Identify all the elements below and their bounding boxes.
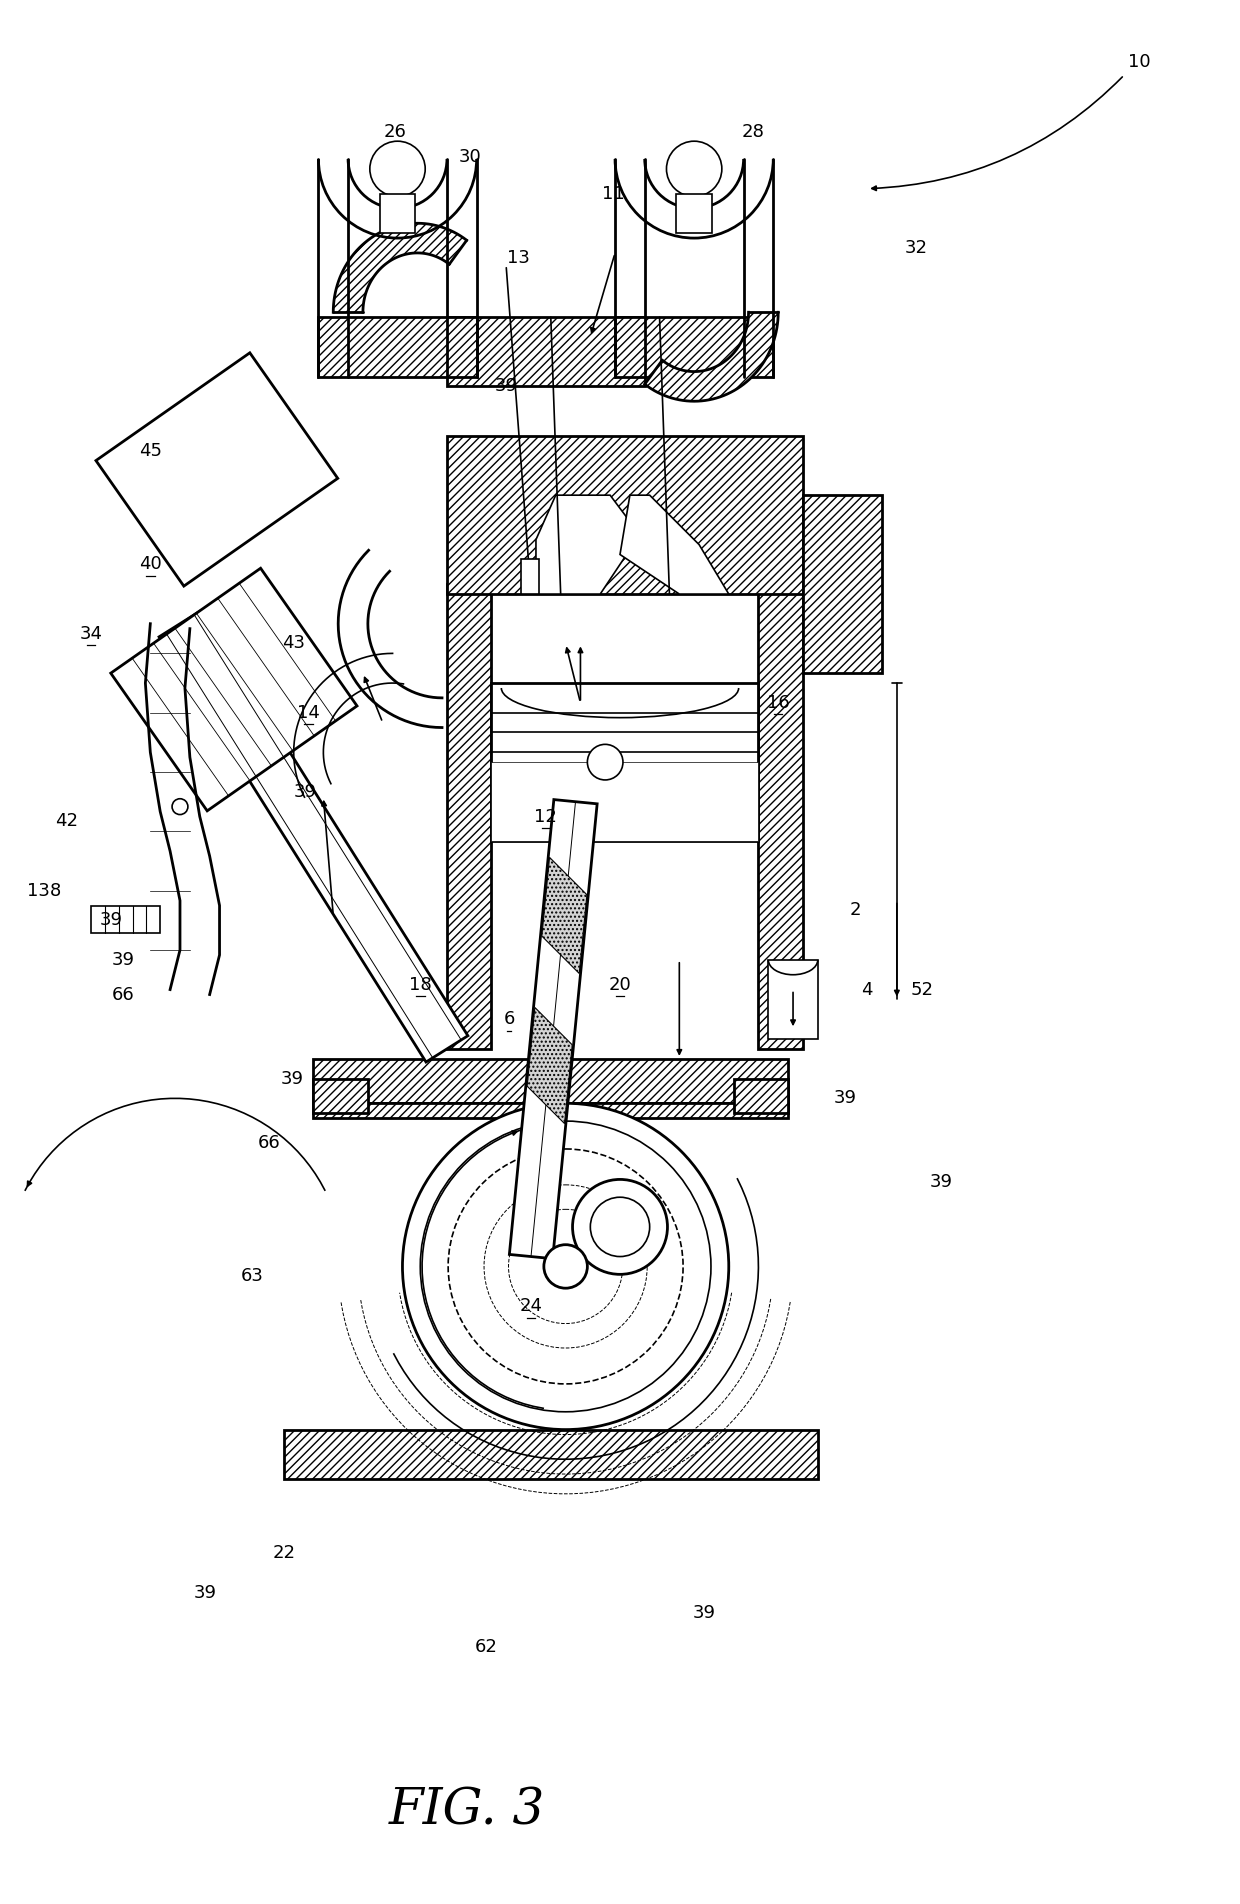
Bar xyxy=(734,1078,789,1114)
Text: 2: 2 xyxy=(849,901,861,920)
Text: 39: 39 xyxy=(495,377,518,396)
Polygon shape xyxy=(510,800,598,1259)
Text: 10: 10 xyxy=(1128,53,1151,70)
Text: 12: 12 xyxy=(534,807,557,826)
Text: 39: 39 xyxy=(693,1603,715,1622)
Text: 39: 39 xyxy=(280,1070,304,1087)
Text: 45: 45 xyxy=(139,442,162,459)
Polygon shape xyxy=(527,1007,572,1123)
Text: 39: 39 xyxy=(112,950,135,969)
Text: 39: 39 xyxy=(99,912,123,929)
Polygon shape xyxy=(110,567,357,811)
Circle shape xyxy=(172,800,188,815)
Circle shape xyxy=(484,1184,647,1348)
Bar xyxy=(759,585,804,1049)
Polygon shape xyxy=(620,495,729,594)
Circle shape xyxy=(403,1102,729,1430)
Text: 43: 43 xyxy=(283,634,305,653)
Bar xyxy=(446,436,804,594)
Text: 39: 39 xyxy=(193,1584,216,1601)
Bar xyxy=(676,194,712,232)
Bar xyxy=(615,318,774,377)
Text: FIG. 3: FIG. 3 xyxy=(388,1786,544,1835)
Polygon shape xyxy=(645,312,779,402)
Polygon shape xyxy=(95,352,337,586)
Circle shape xyxy=(370,141,425,196)
Text: 24: 24 xyxy=(520,1297,543,1316)
Bar xyxy=(314,1102,789,1118)
Bar xyxy=(379,194,415,232)
Text: 11: 11 xyxy=(601,185,625,202)
Text: 18: 18 xyxy=(409,975,432,994)
Polygon shape xyxy=(536,495,640,594)
Text: 20: 20 xyxy=(609,975,631,994)
Bar xyxy=(319,318,476,377)
Text: 39: 39 xyxy=(930,1173,952,1192)
Circle shape xyxy=(420,1121,711,1411)
Text: 138: 138 xyxy=(27,882,62,901)
Text: 6: 6 xyxy=(503,1011,515,1028)
Bar xyxy=(491,684,759,842)
Circle shape xyxy=(573,1179,667,1274)
Text: 26: 26 xyxy=(384,124,407,141)
Text: 66: 66 xyxy=(258,1135,280,1152)
Circle shape xyxy=(508,1209,622,1323)
Polygon shape xyxy=(542,857,587,973)
Bar xyxy=(446,318,645,387)
Text: 42: 42 xyxy=(55,813,78,830)
Bar xyxy=(804,495,882,674)
Text: 13: 13 xyxy=(507,249,529,267)
Text: 22: 22 xyxy=(273,1544,295,1561)
Bar xyxy=(446,585,491,1049)
Bar xyxy=(521,560,539,594)
Text: 32: 32 xyxy=(905,240,928,257)
Text: 52: 52 xyxy=(910,981,932,998)
Polygon shape xyxy=(159,611,467,1062)
Text: 39: 39 xyxy=(294,783,317,802)
Text: 63: 63 xyxy=(241,1268,264,1285)
Text: 34: 34 xyxy=(79,625,103,644)
Circle shape xyxy=(588,744,622,781)
Polygon shape xyxy=(334,223,466,312)
Bar xyxy=(284,1430,817,1479)
Bar xyxy=(769,960,817,1040)
Text: 66: 66 xyxy=(113,986,135,1003)
Text: 16: 16 xyxy=(766,693,790,712)
Text: 28: 28 xyxy=(742,124,765,141)
Circle shape xyxy=(448,1148,683,1384)
Text: 39: 39 xyxy=(835,1089,857,1108)
Circle shape xyxy=(544,1245,588,1289)
Bar xyxy=(491,762,759,842)
Text: 62: 62 xyxy=(475,1637,498,1656)
Circle shape xyxy=(590,1198,650,1257)
Bar xyxy=(91,906,160,933)
Text: 14: 14 xyxy=(298,704,320,722)
Bar xyxy=(314,1078,368,1114)
Bar xyxy=(314,1059,789,1102)
Text: 40: 40 xyxy=(139,556,161,573)
Circle shape xyxy=(666,141,722,196)
Text: 4: 4 xyxy=(862,981,873,998)
Text: 30: 30 xyxy=(459,149,481,166)
